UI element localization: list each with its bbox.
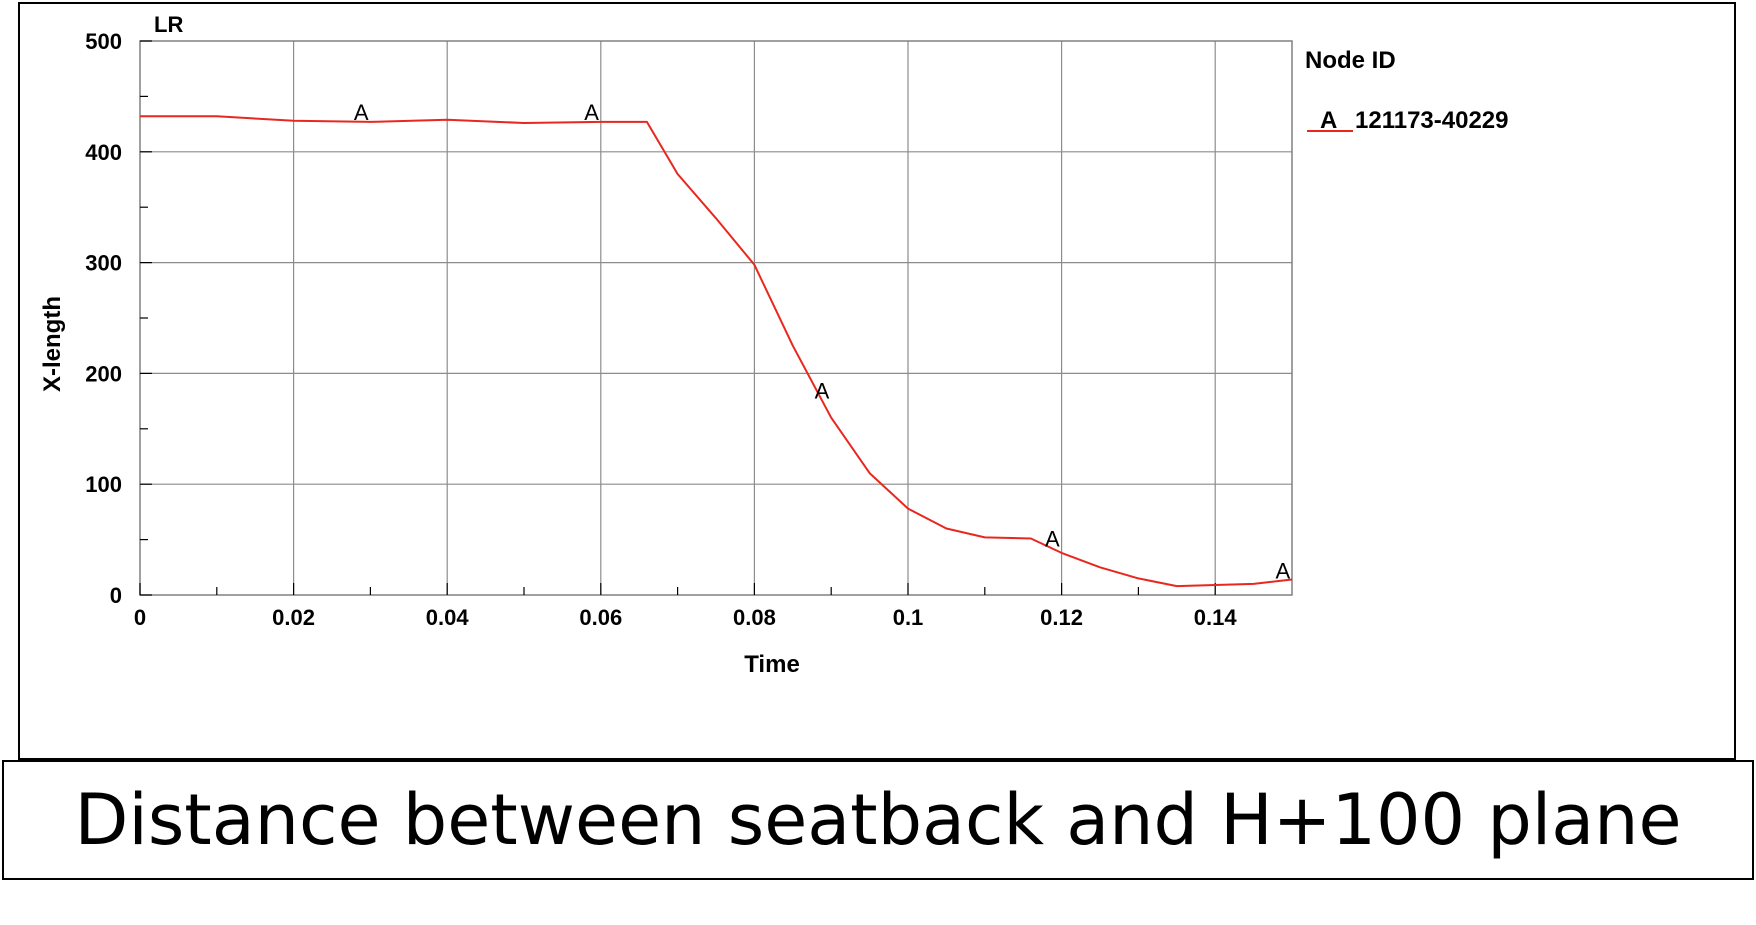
series-layer: A A A A A bbox=[140, 100, 1293, 588]
x-tick-label: 0.06 bbox=[579, 605, 622, 630]
y-tick-label: 200 bbox=[85, 361, 122, 386]
x-tick-label: 0.02 bbox=[272, 605, 315, 630]
series-line bbox=[140, 115, 1293, 588]
legend-entry-label: 121173-40229 bbox=[1355, 107, 1509, 134]
y-tick-label: 0 bbox=[110, 583, 122, 608]
series-marker-label: A bbox=[815, 378, 830, 403]
y-tick-label: 300 bbox=[85, 251, 122, 276]
x-tick-label: 0.12 bbox=[1040, 605, 1083, 630]
y-axis-label: X-length bbox=[39, 296, 66, 392]
x-axis-label: Time bbox=[744, 651, 800, 678]
series-marker-label: A bbox=[1045, 527, 1060, 552]
series-marker-label: A bbox=[354, 100, 369, 125]
y-tick-label: 100 bbox=[85, 472, 122, 497]
legend-entry-marker: A bbox=[1320, 107, 1337, 134]
x-tick-label: 0.1 bbox=[893, 605, 924, 630]
caption-box: Distance between seatback and H+100 plan… bbox=[2, 760, 1754, 880]
axes: 0 0.02 0.04 0.06 0.08 0.1 0.12 0.14 0 100 200 300 40… bbox=[85, 29, 1293, 630]
figure-caption: Distance between seatback and H+100 plan… bbox=[74, 779, 1682, 861]
y-tick-label: 500 bbox=[85, 29, 122, 54]
legend-title: Node ID bbox=[1305, 47, 1396, 74]
y-tick-label: 400 bbox=[85, 140, 122, 165]
labels-layer: LR Time X-length Node ID A 121173-40229 bbox=[39, 12, 1509, 678]
series-marker-label: A bbox=[1275, 559, 1290, 584]
x-tick-label: 0.14 bbox=[1194, 605, 1238, 630]
series-marker-label: A bbox=[584, 100, 599, 125]
x-tick-label: 0.08 bbox=[733, 605, 776, 630]
x-tick-label: 0.04 bbox=[426, 605, 470, 630]
chart-frame: 0 0.02 0.04 0.06 0.08 0.1 0.12 0.14 0 100 200 300 40… bbox=[18, 2, 1736, 760]
x-tick-label: 0 bbox=[134, 605, 146, 630]
corner-label: LR bbox=[154, 12, 183, 37]
grid-lines bbox=[140, 41, 1292, 595]
line-chart: 0 0.02 0.04 0.06 0.08 0.1 0.12 0.14 0 100 200 300 40… bbox=[39, 12, 1509, 678]
plot-area-border bbox=[139, 40, 1293, 596]
